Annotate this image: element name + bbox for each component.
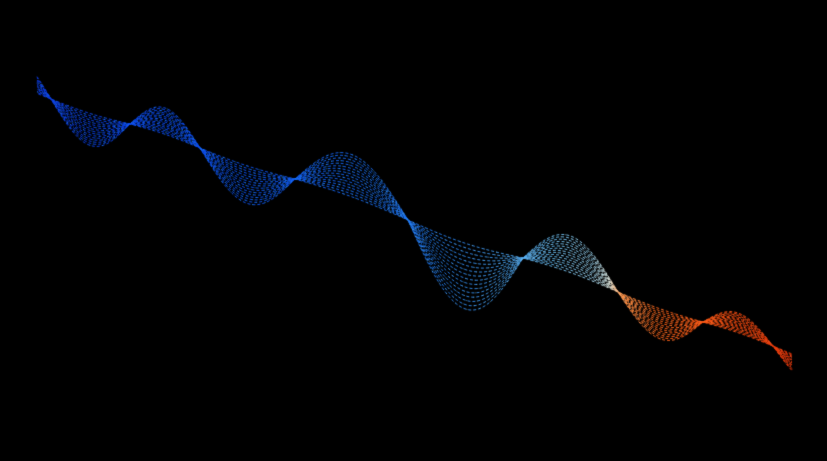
wave-bundle-figure: [0, 0, 827, 461]
wave-bundle-canvas: [0, 0, 827, 461]
